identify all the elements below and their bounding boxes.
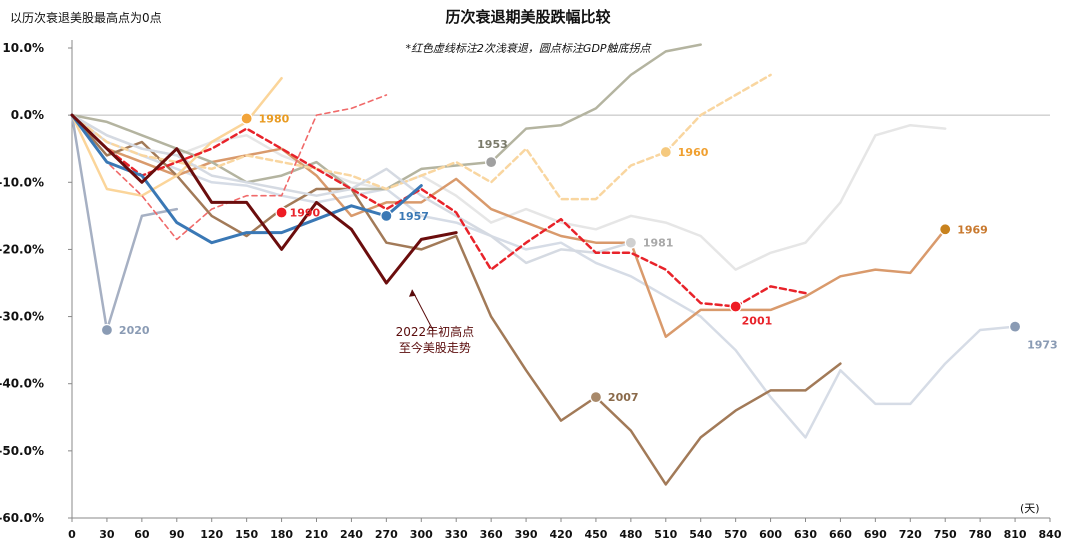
gdp-trough-marker-1990 — [275, 206, 288, 219]
series-line-1969 — [70, 113, 947, 338]
y-tick-label: -30.0% — [0, 310, 44, 324]
y-tick-label: -50.0% — [0, 444, 44, 458]
x-tick-label: 150 — [235, 528, 258, 541]
series-lines — [70, 43, 1017, 486]
x-tick-label: 840 — [1039, 528, 1062, 541]
x-tick-label: 300 — [410, 528, 433, 541]
gdp-trough-marker-1957 — [380, 209, 393, 222]
annotation-line-1: 2022年初高点 — [396, 324, 475, 339]
annotation-line-2: 至今美股走势 — [399, 340, 471, 355]
x-tick-label: 660 — [829, 528, 852, 541]
annotation-arrow-head — [408, 289, 416, 297]
y-tick-label: 10.0% — [2, 41, 44, 55]
gdp-trough-marker-1969 — [939, 223, 952, 236]
annotation: 2022年初高点 至今美股走势 — [396, 289, 475, 355]
gdp-trough-marker-2007 — [589, 391, 603, 404]
x-tick-label: 270 — [375, 528, 398, 541]
series-label-1981: 1981 — [643, 237, 674, 250]
x-tick-label: 390 — [515, 528, 538, 541]
x-tick-label: 90 — [169, 528, 185, 541]
gdp-trough-marker-1980 — [240, 112, 253, 125]
series-line-1957-dotted — [70, 113, 947, 271]
y-tick-label: -20.0% — [0, 242, 44, 256]
series-line-1953 — [70, 43, 702, 191]
gdp-trough-marker-1981 — [624, 236, 637, 249]
y-tick-label: -40.0% — [0, 377, 44, 391]
gdp-trough-marker-2001 — [729, 300, 742, 313]
x-tick-label: 690 — [864, 528, 887, 541]
x-tick-label: 450 — [584, 528, 607, 541]
series-label-1980: 1980 — [259, 113, 290, 126]
series-line-1973 — [70, 113, 1017, 439]
y-axis-label: 以历次衰退美股最高点为0点 — [10, 10, 162, 25]
series-label-1973: 1973 — [1027, 339, 1058, 352]
y-tick-label: 0.0% — [11, 108, 44, 122]
series-label-1990: 1990 — [290, 207, 321, 220]
series-line-2022 — [70, 113, 458, 285]
x-tick-label: 0 — [68, 528, 76, 541]
x-tick-label: 360 — [480, 528, 503, 541]
series-label-1969: 1969 — [957, 223, 988, 236]
series-label-1960: 1960 — [678, 146, 709, 159]
x-tick-label: 120 — [200, 528, 223, 541]
x-tick-label: 600 — [759, 528, 782, 541]
series-label-1953: 1953 — [477, 138, 508, 151]
series-label-1957: 1957 — [398, 210, 429, 223]
x-tick-label: 810 — [1004, 528, 1027, 541]
series-markers: 1973 1969 2007 1953 1960 1981 2020 1980 1990 2001… — [100, 112, 1058, 404]
gdp-trough-marker-2020 — [100, 323, 114, 337]
gdp-trough-marker-1973 — [1008, 320, 1022, 333]
x-tick-label: 30 — [99, 528, 115, 541]
x-tick-label: 240 — [340, 528, 363, 541]
x-tick-label: 780 — [969, 528, 992, 541]
x-tick-label: 570 — [724, 528, 747, 541]
x-tick-label: 480 — [619, 528, 642, 541]
x-tick-label: 630 — [794, 528, 817, 541]
x-tick-label: 60 — [134, 528, 150, 541]
gdp-trough-marker-1953 — [485, 156, 498, 169]
x-tick-label: 180 — [270, 528, 293, 541]
x-tick-label: 510 — [654, 528, 677, 541]
x-tick-label: 420 — [550, 528, 573, 541]
series-line-1990 — [70, 113, 807, 308]
series-label-2001: 2001 — [742, 315, 773, 328]
series-line-1981 — [70, 113, 633, 265]
series-line-2007 — [70, 113, 842, 486]
gdp-trough-marker-1960 — [659, 145, 672, 159]
series-label-2007: 2007 — [608, 391, 639, 404]
annotation-arrow-line — [411, 289, 434, 331]
y-tick-label: -60.0% — [0, 511, 44, 525]
x-axis-unit: (天) — [1020, 502, 1040, 515]
axes: 10.0% 0.0% -10.0% -20.0% -30.0% -40.0% -50.0% -… — [0, 40, 1062, 541]
chart-title: 历次衰退期美股跌幅比较 — [445, 8, 610, 26]
chart-subtitle: *红色虚线标注2次浅衰退，圆点标注GDP触底拐点 — [405, 42, 652, 55]
x-tick-label: 540 — [689, 528, 712, 541]
x-tick-label: 210 — [305, 528, 328, 541]
series-label-2020: 2020 — [119, 324, 150, 337]
x-tick-label: 750 — [934, 528, 957, 541]
series-line-2020 — [70, 113, 179, 332]
series-line-1960 — [70, 73, 772, 201]
y-tick-label: -10.0% — [0, 175, 44, 189]
x-tick-label: 330 — [445, 528, 468, 541]
x-tick-label: 720 — [899, 528, 922, 541]
